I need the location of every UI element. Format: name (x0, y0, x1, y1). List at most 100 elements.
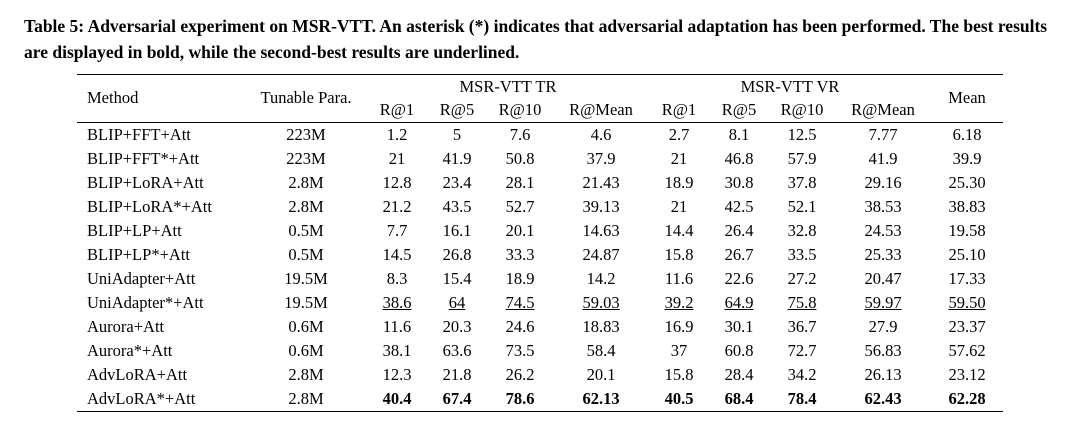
col-header-tr-r10: R@10 (487, 98, 553, 124)
col-header-vr-rmean: R@Mean (835, 98, 931, 124)
table-row: BLIP+LoRA+Att 2.8M 12.8 23.4 28.1 21.43 18.9 30… (77, 171, 1003, 195)
value-cell: 21.2 (382, 197, 412, 217)
method-cell: BLIP+LP+Att (87, 221, 182, 241)
tunable-params-cell: 223M (286, 125, 326, 145)
value-cell: 41.9 (868, 149, 898, 169)
value-cell: 38.53 (864, 197, 902, 217)
value-cell: 7.77 (868, 125, 898, 145)
value-cell: 14.63 (582, 221, 620, 241)
tunable-params-cell: 0.5M (288, 245, 324, 265)
group-header-msrvtt-vr: MSR-VTT VR (740, 76, 840, 96)
value-cell: 21.8 (442, 365, 472, 385)
value-cell: 20.1 (586, 365, 616, 385)
table-row: Aurora+Att 0.6M 11.6 20.3 24.6 18.83 16.9 30.1 3… (77, 315, 1003, 339)
value-cell: 11.6 (382, 317, 412, 337)
method-cell: UniAdapter+Att (87, 269, 196, 289)
value-cell: 33.5 (787, 245, 817, 265)
method-cell: AdvLoRA+Att (87, 365, 188, 385)
value-cell: 12.5 (787, 125, 817, 145)
value-cell: 26.4 (724, 221, 754, 241)
method-cell: BLIP+LoRA*+Att (87, 197, 212, 217)
table-row: BLIP+LP*+Att 0.5M 14.5 26.8 33.3 24.87 15.8 26.… (77, 243, 1003, 267)
table-header: Method Tunable Para. MSR-VTT TR MSR-VTT … (77, 74, 1003, 124)
tunable-params-cell: 223M (286, 149, 326, 169)
tunable-params-cell: 2.8M (288, 389, 324, 409)
value-cell: 41.9 (442, 149, 472, 169)
group-header-msrvtt-tr: MSR-VTT TR (459, 76, 557, 96)
value-cell: 30.1 (724, 317, 754, 337)
table-row: UniAdapter+Att 19.5M 8.3 15.4 18.9 14.2 11.6 22… (77, 267, 1003, 291)
value-cell: 33.3 (505, 245, 535, 265)
method-cell: Aurora+Att (87, 317, 165, 337)
value-cell: 59.97 (864, 293, 902, 313)
value-cell: 18.9 (664, 173, 694, 193)
value-cell: 78.6 (505, 389, 535, 409)
table-caption: Table 5: Adversarial experiment on MSR-V… (24, 13, 1058, 66)
value-cell: 7.6 (509, 125, 531, 145)
value-cell: 26.2 (505, 365, 535, 385)
value-cell: 63.6 (442, 341, 472, 361)
table-row: BLIP+FFT+Att 223M 1.2 5 7.6 4.6 2.7 8.1 12.5 7.77… (77, 123, 1003, 148)
method-cell: BLIP+FFT*+Att (87, 149, 200, 169)
col-header-method: Method (77, 74, 245, 124)
value-cell: 16.1 (442, 221, 472, 241)
value-cell: 24.53 (864, 221, 902, 241)
value-cell: 40.4 (382, 389, 412, 409)
col-header-tr-r1: R@1 (367, 98, 427, 124)
value-cell: 28.4 (724, 365, 754, 385)
value-cell: 52.7 (505, 197, 535, 217)
value-cell: 57.9 (787, 149, 817, 169)
col-header-vr-r1: R@1 (649, 98, 709, 124)
value-cell: 39.13 (582, 197, 620, 217)
value-cell: 29.16 (864, 173, 902, 193)
col-header-tr-rmean: R@Mean (553, 98, 649, 124)
value-cell: 39.2 (664, 293, 694, 313)
col-header-mean: Mean (931, 74, 1003, 124)
value-cell: 46.8 (724, 149, 754, 169)
value-cell: 38.1 (382, 341, 412, 361)
value-cell: 38.83 (948, 197, 986, 217)
value-cell: 39.9 (952, 149, 982, 169)
value-cell: 26.8 (442, 245, 472, 265)
value-cell: 40.5 (664, 389, 694, 409)
method-cell: AdvLoRA*+Att (87, 389, 196, 409)
table-container: Method Tunable Para. MSR-VTT TR MSR-VTT … (0, 73, 1080, 413)
value-cell: 8.1 (728, 125, 750, 145)
tunable-params-cell: 19.5M (284, 293, 328, 313)
table-caption-label: Table 5: (24, 16, 85, 36)
value-cell: 37.8 (787, 173, 817, 193)
value-cell: 36.7 (787, 317, 817, 337)
value-cell: 37 (670, 341, 688, 361)
table-row: BLIP+LP+Att 0.5M 7.7 16.1 20.1 14.63 14.4 26.4 3… (77, 219, 1003, 243)
value-cell: 24.6 (505, 317, 535, 337)
value-cell: 20.3 (442, 317, 472, 337)
value-cell: 20.47 (864, 269, 902, 289)
value-cell: 52.1 (787, 197, 817, 217)
table-caption-text: Adversarial experiment on MSR-VTT. An as… (24, 16, 1048, 63)
table-row: BLIP+FFT*+Att 223M 21 41.9 50.8 37.9 21 46.8 57.… (77, 147, 1003, 171)
value-cell: 74.5 (505, 293, 535, 313)
value-cell: 6.18 (952, 125, 982, 145)
col-header-vr-r5: R@5 (709, 98, 769, 124)
table-row: Aurora*+Att 0.6M 38.1 63.6 73.5 58.4 37 60.8 72.… (77, 339, 1003, 363)
value-cell: 17.33 (948, 269, 986, 289)
method-cell: Aurora*+Att (87, 341, 173, 361)
value-cell: 16.9 (664, 317, 694, 337)
value-cell: 58.4 (586, 341, 616, 361)
value-cell: 14.5 (382, 245, 412, 265)
value-cell: 15.8 (664, 245, 694, 265)
value-cell: 62.28 (948, 389, 986, 409)
value-cell: 23.37 (948, 317, 986, 337)
value-cell: 30.8 (724, 173, 754, 193)
method-cell: BLIP+LoRA+Att (87, 173, 204, 193)
value-cell: 26.13 (864, 365, 902, 385)
tunable-params-cell: 2.8M (288, 365, 324, 385)
value-cell: 62.43 (864, 389, 902, 409)
value-cell: 21.43 (582, 173, 620, 193)
value-cell: 2.7 (668, 125, 690, 145)
value-cell: 68.4 (724, 389, 754, 409)
method-cell: UniAdapter*+Att (87, 293, 204, 313)
value-cell: 23.4 (442, 173, 472, 193)
subheader-row: R@1 R@5 R@10 R@Mean R@1 R@5 R@10 R@Mean (77, 98, 1003, 124)
tunable-params-cell: 0.6M (288, 341, 324, 361)
